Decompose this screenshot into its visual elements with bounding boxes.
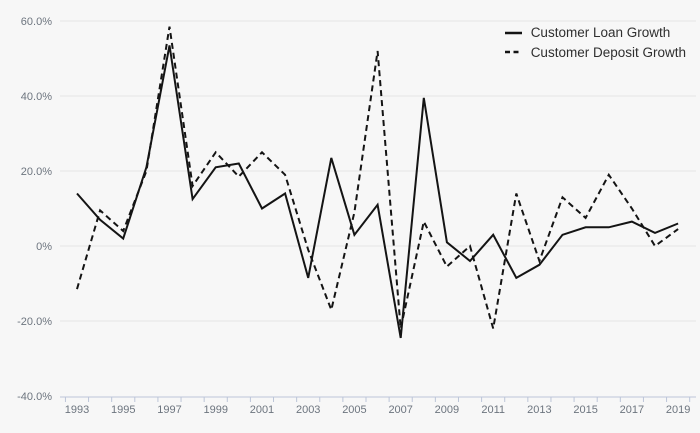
x-tick-label: 2019	[666, 404, 690, 416]
x-tick-label: 1999	[203, 404, 227, 416]
x-tick-label: 2009	[435, 404, 459, 416]
legend-label: Customer Deposit Growth	[530, 44, 686, 60]
legend-item-loan-growth[interactable]: Customer Loan Growth	[504, 25, 686, 40]
x-tick-label: 1993	[65, 404, 89, 416]
x-tick-label: 2013	[527, 404, 551, 416]
legend-item-deposit-growth[interactable]: Customer Deposit Growth	[504, 44, 686, 60]
y-tick-label: -20.0%	[17, 316, 52, 328]
x-tick-label: 1995	[111, 404, 135, 416]
y-tick-label: 60.0%	[21, 16, 52, 28]
solid-line-swatch-icon	[504, 31, 522, 34]
loan-growth-line	[76, 45, 679, 339]
x-tick-label: 2017	[620, 404, 644, 416]
y-tick-label: -40.0%	[17, 391, 52, 403]
legend-label: Customer Loan Growth	[530, 25, 671, 40]
x-tick-label: 2003	[296, 404, 320, 416]
x-tick-label: 2001	[250, 404, 274, 416]
x-tick-label: 2015	[573, 404, 597, 416]
deposit-growth-line	[76, 26, 679, 329]
y-tick-label: 40.0%	[21, 91, 52, 103]
x-tick-label: 2011	[481, 404, 505, 416]
chart-legend: Customer Loan Growth Customer Deposit Gr…	[504, 25, 686, 60]
x-tick-label: 1997	[157, 404, 181, 416]
x-tick-label: 2007	[388, 404, 412, 416]
x-tick-label: 2005	[342, 404, 366, 416]
y-tick-label: 20.0%	[21, 166, 52, 178]
y-tick-label: 0%	[36, 241, 52, 253]
dashed-line-swatch-icon	[504, 51, 522, 54]
